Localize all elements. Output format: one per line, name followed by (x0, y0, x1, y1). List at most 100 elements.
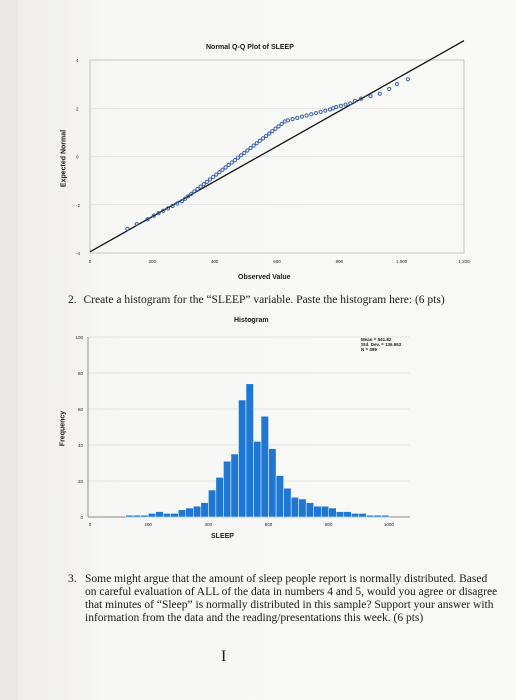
histogram-bar (170, 513, 179, 518)
histogram-bar (223, 460, 232, 518)
qq-data-point (251, 143, 256, 148)
qq-data-point (232, 158, 238, 163)
qq-data-point (304, 113, 309, 118)
histogram-bar (155, 511, 164, 518)
histogram-x-tick-label: 200 (144, 522, 152, 527)
histogram-bar (275, 475, 284, 518)
qq-data-point (343, 102, 348, 107)
histogram-bar (185, 507, 194, 518)
qq-data-point (211, 174, 216, 180)
qq-data-point (359, 96, 364, 101)
histogram-bar (290, 496, 299, 518)
qq-data-point (394, 82, 400, 87)
qq-y-tick-label: -4 (76, 251, 80, 256)
qq-data-point (195, 186, 200, 192)
qq-data-point (276, 124, 281, 129)
qq-x-tick-label: 600 (273, 259, 281, 264)
histogram-stats: Mean = 541.82 Std. Dev. = 136.952 N = 49… (361, 337, 401, 352)
document-page (18, 0, 516, 700)
histogram-bar (313, 505, 322, 518)
qq-data-point (170, 203, 175, 209)
question-3-text: Some might argue that the amount of slee… (85, 573, 498, 624)
qq-data-point (352, 98, 358, 104)
histogram-bar (208, 489, 217, 518)
qq-data-point (201, 182, 206, 187)
qq-data-point (285, 118, 291, 123)
question-3-number: 3. (68, 573, 77, 585)
qq-data-point (323, 108, 328, 113)
histogram-bar (215, 477, 224, 518)
qq-x-tick-label: 0 (89, 259, 92, 264)
qq-data-point (273, 126, 278, 131)
histogram-bar (125, 514, 134, 518)
qq-x-tick-label: 1,000 (396, 259, 408, 264)
qq-y-tick-label: 4 (76, 58, 79, 63)
histogram-bar (193, 505, 202, 518)
qq-data-point (267, 131, 272, 136)
qq-data-point (151, 213, 156, 218)
qq-x-tick-label: 400 (211, 259, 219, 264)
qq-data-point (368, 94, 373, 99)
histogram-x-tick-label: 0 (89, 522, 92, 527)
qq-data-point (175, 201, 180, 206)
qq-data-point (198, 184, 203, 189)
qq-data-point (189, 191, 194, 196)
qq-data-point (254, 141, 259, 146)
qq-data-point (387, 86, 392, 92)
qq-data-point (223, 165, 228, 170)
histogram-bar (298, 498, 307, 518)
histogram-bar (245, 383, 254, 518)
qq-data-point (125, 226, 130, 231)
histogram-bar (147, 513, 156, 518)
qq-data-point (270, 129, 275, 134)
histogram-bar (366, 514, 375, 518)
qq-data-point (348, 101, 353, 106)
qq-data-point (179, 199, 185, 204)
histogram-y-tick-label: 60 (78, 407, 84, 412)
histogram-bar (381, 514, 390, 518)
qq-data-point (161, 208, 166, 213)
stats-std-dev: Std. Dev. = 136.952 (361, 342, 402, 347)
qq-data-point (186, 194, 191, 199)
histogram-bar (351, 513, 360, 518)
qq-x-tick-label: 800 (336, 259, 344, 264)
histogram-x-tick-label: 600 (265, 522, 273, 527)
qq-data-point (263, 133, 269, 139)
histogram-y-tick-label: 20 (78, 479, 84, 484)
histogram-y-tick-label: 80 (78, 371, 84, 376)
qq-data-point (377, 91, 382, 96)
histogram-y-tick-label: 100 (75, 335, 83, 340)
histogram-bar (260, 415, 269, 518)
histogram-bar (283, 487, 292, 518)
qq-data-point (299, 114, 305, 119)
qq-data-point (239, 153, 244, 158)
qq-data-point (134, 221, 139, 227)
qq-data-point (226, 162, 231, 168)
histogram-y-tick-label: 40 (78, 443, 84, 448)
histogram-y-axis-label: Frequency (59, 410, 67, 447)
qq-data-point (156, 211, 161, 216)
qq-y-tick-label: -2 (76, 203, 80, 208)
qq-data-point (204, 179, 209, 184)
histogram-bar (373, 514, 382, 518)
text-cursor-icon: I (221, 648, 227, 665)
qq-data-point (260, 136, 266, 141)
qq-data-point (248, 145, 253, 151)
histogram-x-axis-label: SLEEP (211, 533, 234, 540)
qq-x-axis-label: Observed Value (238, 274, 291, 281)
histogram-bar (268, 448, 277, 518)
histogram-bar (343, 511, 352, 518)
histogram-bar (328, 507, 337, 518)
qq-data-point (313, 110, 319, 116)
histogram-bar (320, 505, 329, 518)
qq-data-point (235, 155, 241, 160)
qq-data-point (295, 115, 300, 121)
histogram-bar (305, 502, 314, 518)
qq-data-point (242, 150, 247, 155)
question-2-text: Create a histogram for the “SLEEP” varia… (83, 294, 445, 306)
qq-y-tick-label: 0 (76, 155, 79, 160)
question-2: 2. Create a histogram for the “SLEEP” va… (68, 294, 445, 306)
qq-data-point (290, 117, 295, 122)
histogram-bar (238, 399, 247, 518)
